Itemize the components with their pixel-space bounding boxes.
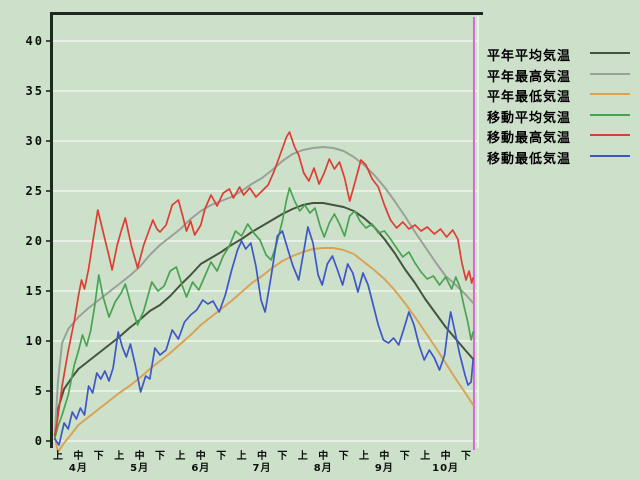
x-tick-label-7月-下: 下 [277, 451, 288, 462]
x-tick-label-8月-下: 下 [338, 451, 349, 462]
legend-item-5: 移動最低気温 [487, 147, 637, 168]
x-tick-label-10月-上: 上 [420, 451, 431, 462]
x-tick-label-8月-上: 上 [297, 451, 308, 462]
x-tick-label-10月-中: 中 [440, 451, 451, 462]
x-tick-label-9月-下: 下 [399, 451, 410, 462]
legend-label: 移動最高気温 [487, 131, 572, 147]
legend-color-line [590, 155, 630, 157]
legend-color-line [590, 113, 630, 116]
x-tick-label-7月-上: 上 [236, 451, 247, 462]
legend-color-line [590, 52, 630, 54]
x-tick-label-8月-中: 中 [318, 451, 329, 462]
y-tick-label-20: 20 [25, 234, 44, 248]
x-tick-label-5月-下: 下 [155, 451, 165, 462]
x-tick-label-4月-中: 中 [73, 451, 84, 462]
y-tick-label-25: 25 [25, 184, 44, 198]
legend-label: 移動平均気温 [487, 110, 572, 126]
series-line-0 [53, 202, 475, 436]
x-tick-label-6月-下: 下 [216, 451, 227, 462]
legend-item-1: 平年最高気温 [487, 65, 637, 86]
series-line-4 [54, 131, 474, 437]
x-tick-label-6月-中: 中 [195, 451, 206, 462]
y-tick-label-30: 30 [25, 134, 44, 148]
legend-label: 平年平均気温 [487, 49, 572, 64]
y-axis-line [50, 12, 53, 448]
y-tick-label-0: 0 [34, 434, 44, 448]
month-label-8月: 8月 [313, 463, 333, 474]
x-tick-label-7月-中: 中 [257, 451, 267, 462]
x-tick-label-9月-上: 上 [359, 451, 369, 462]
y-tick-label-5: 5 [34, 384, 44, 398]
series-line-5 [54, 226, 474, 446]
legend-label: 平年最高気温 [487, 69, 572, 85]
legend-item-3: 移動平均気温 [487, 106, 637, 127]
legend-color-line [590, 93, 630, 96]
month-label-9月: 9月 [374, 463, 394, 474]
month-label-4月: 4月 [68, 463, 88, 474]
y-tick-label-10: 10 [25, 334, 44, 348]
month-label-10月: 10月 [432, 463, 460, 474]
y-tick-label-35: 35 [25, 84, 44, 98]
series-line-1 [53, 146, 475, 434]
x-tick-label-4月-下: 下 [93, 451, 104, 462]
legend-item-0: 平年平均気温 [487, 44, 637, 65]
legend-item-4: 移動最高気温 [487, 126, 637, 147]
x-tick-label-4月-上: 上 [53, 451, 63, 462]
month-label-6月: 6月 [191, 463, 211, 474]
legend-color-line [590, 72, 630, 75]
x-tick-label-6月-上: 上 [175, 451, 186, 462]
x-tick-label-5月-中: 中 [134, 451, 145, 462]
month-label-5月: 5月 [130, 463, 150, 474]
legend-color-line [590, 134, 630, 137]
series-line-2 [53, 247, 475, 453]
x-tick-label-10月-下: 下 [461, 451, 471, 462]
plot-top-border [50, 12, 483, 15]
y-tick-label-40: 40 [25, 34, 44, 48]
legend-label: 平年最低気温 [487, 90, 572, 106]
x-tick-label-9月-中: 中 [379, 451, 390, 462]
legend-label: 移動最低気温 [487, 152, 572, 167]
series-line-3 [54, 187, 474, 439]
y-tick-label-15: 15 [25, 284, 44, 298]
x-tick-label-5月-上: 上 [114, 451, 125, 462]
month-label-7月: 7月 [252, 463, 272, 474]
legend-item-2: 平年最低気温 [487, 85, 637, 106]
